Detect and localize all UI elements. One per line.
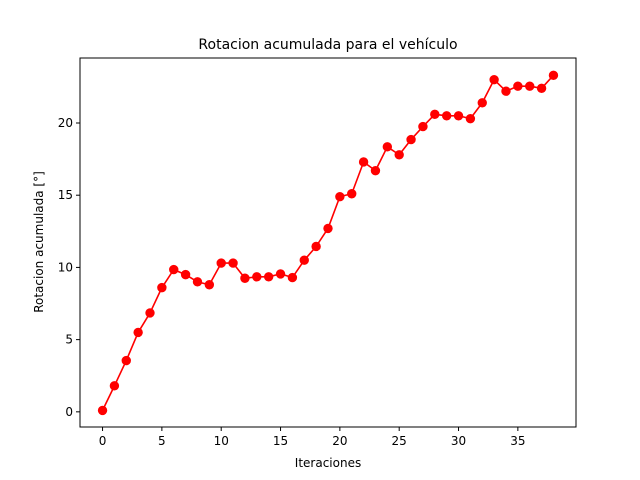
y-tick-label: 10 (58, 260, 73, 274)
data-point (370, 165, 381, 176)
plot-area (97, 70, 559, 416)
data-point (109, 381, 120, 391)
data-point (489, 74, 499, 85)
data-point (430, 109, 440, 120)
data-point (418, 121, 428, 132)
data-point (216, 258, 226, 268)
y-axis: 0 5 10 15 20 (58, 116, 80, 419)
data-point (382, 142, 393, 152)
data-point (358, 157, 369, 167)
x-tick-label: 20 (332, 434, 347, 448)
x-tick-label: 25 (392, 434, 407, 448)
data-point (275, 269, 286, 279)
data-point (441, 111, 452, 121)
y-tick-label: 15 (58, 188, 73, 202)
x-tick-label: 15 (273, 434, 288, 448)
data-point (204, 280, 215, 290)
data-point (240, 273, 250, 283)
data-point (347, 189, 357, 199)
x-tick-label: 30 (451, 434, 466, 448)
data-point (513, 81, 523, 91)
y-tick-label: 5 (65, 333, 73, 347)
data-point (536, 83, 547, 94)
data-point (192, 277, 203, 287)
data-point (157, 282, 167, 293)
data-point (311, 241, 321, 252)
data-point (394, 150, 404, 160)
data-point (287, 272, 298, 283)
y-tick-label: 0 (65, 405, 73, 419)
x-tick-label: 10 (214, 434, 229, 448)
data-point (133, 327, 143, 338)
data-point (169, 264, 179, 275)
chart-title: Rotacion acumulada para el vehículo (198, 37, 457, 53)
data-point (97, 405, 108, 416)
data-point (525, 81, 535, 91)
data-point (501, 86, 511, 96)
series-line (101, 74, 555, 411)
y-axis-label: Rotacion acumulada [°] (32, 171, 46, 313)
x-tick-label: 35 (510, 434, 525, 448)
x-axis-label: Iteraciones (295, 456, 361, 470)
data-point (263, 272, 274, 282)
data-point (406, 134, 416, 145)
data-point (121, 355, 131, 366)
data-point (180, 269, 191, 280)
x-tick-label: 0 (99, 434, 107, 448)
data-point (477, 98, 487, 108)
data-point (548, 70, 559, 81)
x-tick-label: 5 (158, 434, 166, 448)
y-tick-label: 20 (58, 116, 73, 130)
data-point (228, 258, 238, 268)
data-point (145, 308, 155, 318)
data-point (252, 272, 262, 282)
x-axis: 0 5 10 15 20 25 30 35 (99, 427, 525, 448)
data-point (453, 111, 464, 121)
data-point (299, 255, 309, 265)
data-point (323, 223, 333, 234)
axes-frame (79, 57, 577, 428)
data-point (465, 113, 476, 124)
data-point (335, 191, 345, 202)
